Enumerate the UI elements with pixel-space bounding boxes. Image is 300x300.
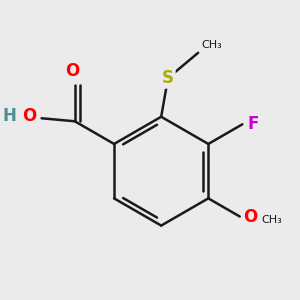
Text: O: O (243, 208, 258, 226)
Text: F: F (247, 115, 259, 133)
Text: CH₃: CH₃ (261, 214, 282, 224)
Text: O: O (65, 62, 80, 80)
Text: H: H (2, 107, 16, 125)
Text: CH₃: CH₃ (201, 40, 222, 50)
Text: O: O (22, 107, 37, 125)
Text: S: S (162, 69, 174, 87)
